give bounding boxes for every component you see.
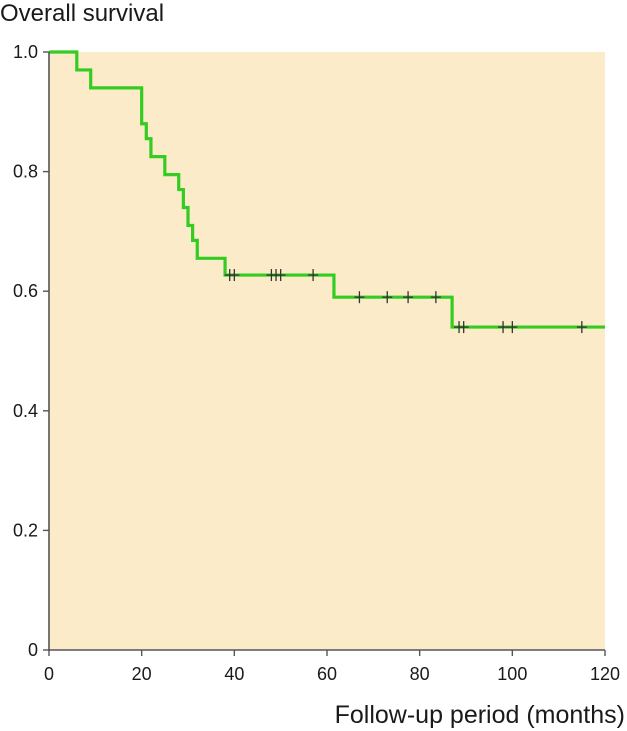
y-tick-label: 1.0 <box>13 42 38 62</box>
y-tick-label: 0.2 <box>13 520 38 540</box>
censor-mark <box>507 321 518 334</box>
x-tick-label: 0 <box>44 664 54 684</box>
x-axis-label: Follow-up period (months) <box>334 701 625 729</box>
censor-mark <box>430 291 441 304</box>
chart-title: Overall survival <box>0 0 165 27</box>
y-tick-label: 0.8 <box>13 162 38 182</box>
x-tick-label: 20 <box>132 664 152 684</box>
x-tick-label: 40 <box>224 664 244 684</box>
censor-mark <box>308 269 319 282</box>
plot-area <box>49 52 605 650</box>
censor-mark <box>229 269 240 282</box>
y-tick-label: 0.6 <box>13 281 38 301</box>
censor-mark <box>458 321 469 334</box>
y-tick-label: 0 <box>28 640 38 660</box>
censor-mark <box>275 269 286 282</box>
survival-chart: 0 20 40 60 80 100 120 0 0.2 0.4 0.6 0.8 1.0 <box>13 42 620 684</box>
censor-mark <box>576 321 587 334</box>
censor-mark <box>354 291 365 304</box>
x-tick-label: 60 <box>317 664 337 684</box>
x-tick-label: 80 <box>410 664 430 684</box>
censor-mark <box>382 291 393 304</box>
x-tick-label: 100 <box>497 664 527 684</box>
survival-curve <box>49 50 605 329</box>
y-tick-label: 0.4 <box>13 401 38 421</box>
x-tick-label: 120 <box>590 664 620 684</box>
censor-mark <box>403 291 414 304</box>
censor-mark <box>498 321 509 334</box>
